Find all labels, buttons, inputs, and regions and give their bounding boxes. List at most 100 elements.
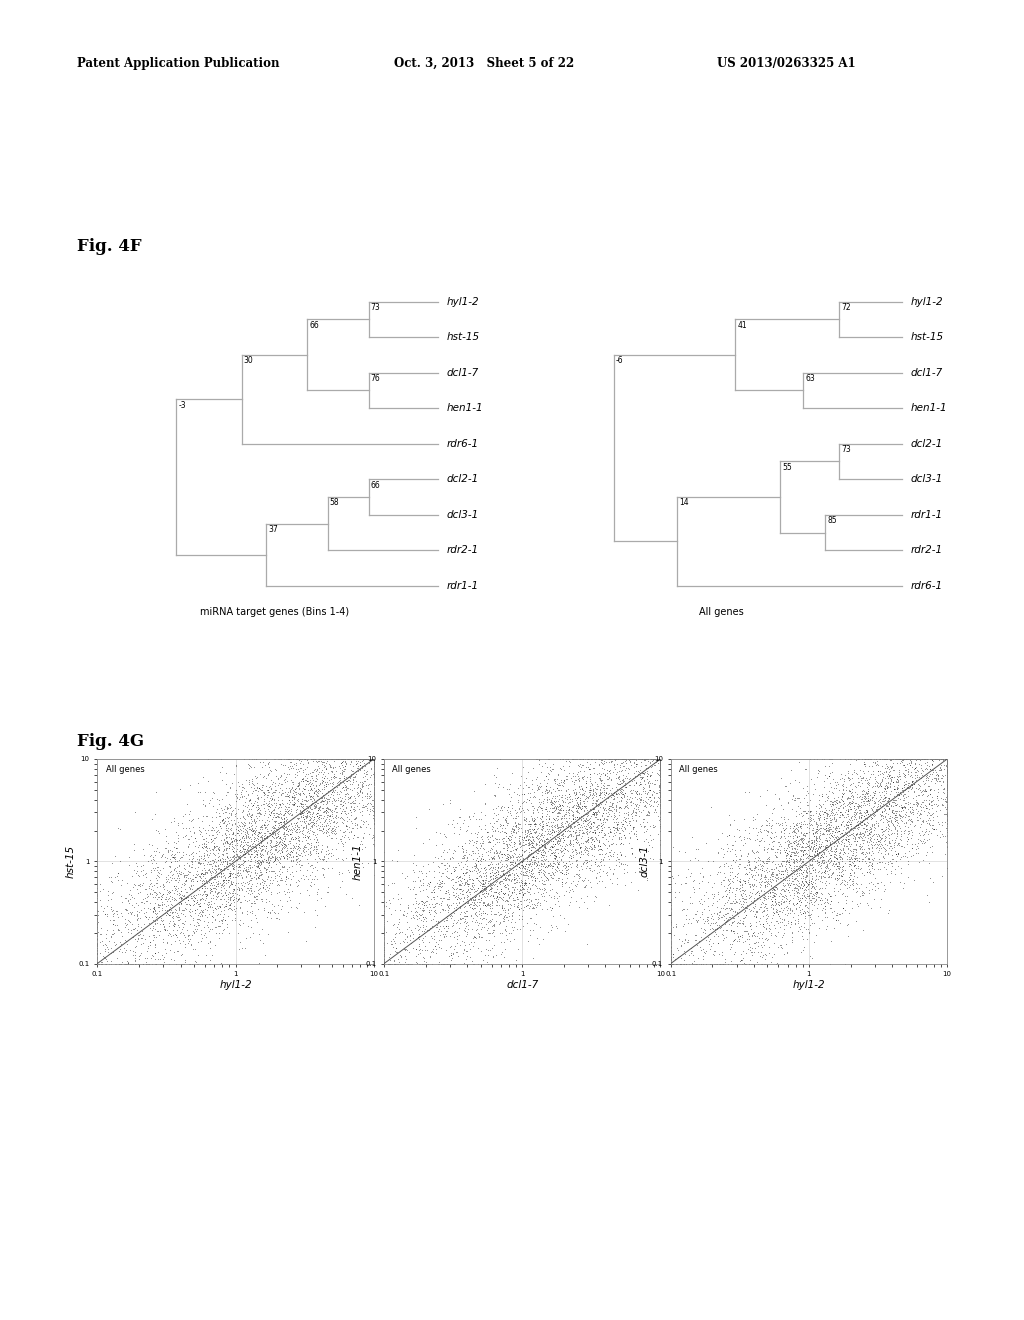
Point [779, 911, 796, 932]
Point [545, 812, 561, 833]
Point [514, 840, 530, 861]
Point [515, 855, 531, 876]
Point [652, 755, 669, 776]
Point [218, 895, 234, 916]
Point [272, 888, 289, 909]
Point [221, 898, 238, 919]
Point [715, 886, 731, 907]
Point [337, 792, 353, 813]
Point [353, 748, 370, 770]
Point [910, 760, 927, 781]
Point [628, 771, 644, 792]
Point [414, 904, 430, 925]
Point [915, 780, 932, 801]
Point [852, 812, 868, 833]
Point [718, 903, 734, 924]
Point [366, 748, 382, 770]
Point [611, 777, 628, 799]
Point [728, 850, 744, 871]
Point [771, 788, 787, 809]
Point [921, 891, 937, 912]
Point [652, 748, 669, 770]
Point [230, 878, 247, 899]
Point [100, 866, 117, 887]
Point [99, 884, 116, 906]
Point [643, 795, 659, 816]
Point [835, 861, 851, 882]
Point [366, 825, 382, 846]
Point [939, 788, 955, 809]
Point [282, 755, 298, 776]
Point [906, 772, 923, 793]
Point [652, 772, 669, 793]
Point [880, 767, 896, 788]
Point [212, 816, 228, 837]
Point [492, 800, 508, 821]
Point [570, 801, 587, 822]
Point [162, 886, 178, 907]
Point [145, 898, 162, 919]
Point [613, 845, 630, 866]
Point [459, 945, 475, 966]
Point [327, 779, 343, 800]
Point [240, 882, 256, 903]
Point [584, 772, 600, 793]
Point [439, 906, 456, 927]
Point [772, 917, 788, 939]
Point [218, 784, 234, 805]
Point [771, 855, 787, 876]
Point [732, 950, 749, 972]
Text: 73: 73 [371, 304, 381, 312]
Point [366, 799, 382, 820]
Point [819, 803, 836, 824]
Point [818, 803, 835, 824]
Point [185, 822, 202, 843]
Point [345, 748, 361, 770]
Point [788, 878, 805, 899]
Point [343, 748, 359, 770]
Point [511, 875, 527, 896]
Point [222, 894, 239, 915]
Point [478, 903, 495, 924]
Point [259, 859, 275, 880]
Point [548, 846, 564, 867]
Point [754, 859, 770, 880]
Point [593, 816, 609, 837]
Point [652, 748, 669, 770]
Point [567, 828, 584, 849]
Point [356, 748, 373, 770]
Point [627, 787, 643, 808]
Point [663, 953, 679, 974]
Point [218, 884, 234, 906]
Point [199, 863, 215, 884]
Point [185, 891, 202, 912]
Point [652, 858, 669, 879]
Point [113, 884, 129, 906]
Point [939, 748, 955, 770]
Point [332, 770, 348, 791]
Point [705, 908, 721, 929]
Point [161, 912, 177, 933]
Point [328, 804, 344, 825]
Point [158, 866, 174, 887]
Point [588, 829, 604, 850]
Point [804, 857, 820, 878]
Point [366, 759, 382, 780]
Point [652, 748, 669, 770]
Point [476, 894, 493, 915]
Point [877, 789, 893, 810]
Point [902, 775, 919, 796]
Point [366, 813, 382, 834]
Point [418, 895, 434, 916]
Point [450, 945, 466, 966]
Point [652, 748, 669, 770]
Point [353, 758, 370, 779]
Point [366, 809, 382, 830]
Point [166, 810, 182, 832]
Point [274, 809, 291, 830]
Point [206, 869, 222, 890]
Point [939, 748, 955, 770]
Point [830, 854, 847, 875]
Point [219, 832, 236, 853]
Point [288, 836, 304, 857]
